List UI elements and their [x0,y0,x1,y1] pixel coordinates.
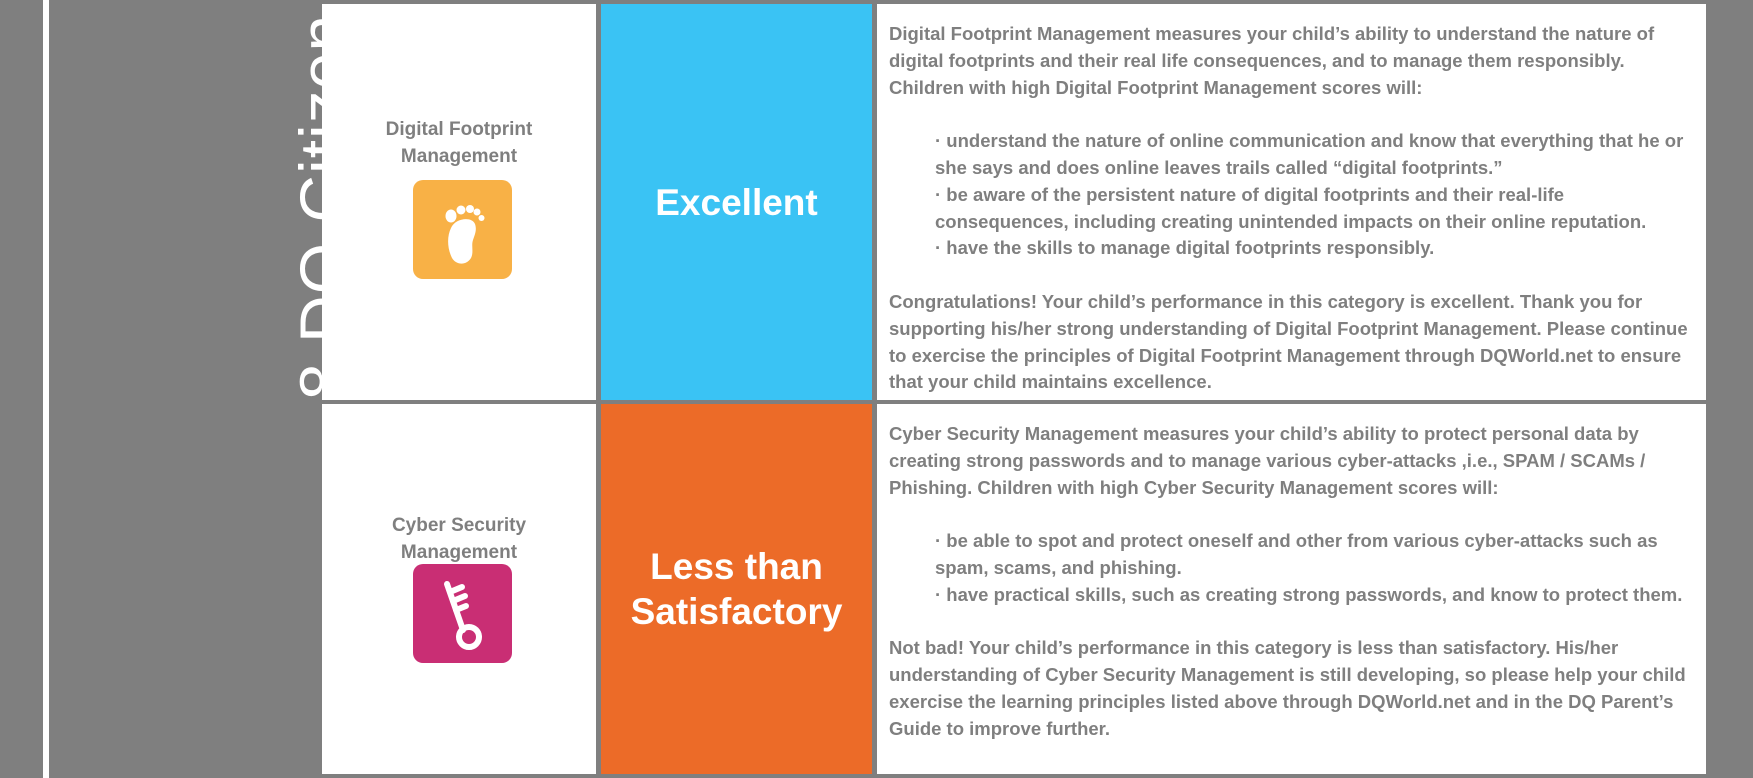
description-intro: Cyber Security Management measures your … [889,423,1646,498]
results-table: Digital Footprint Management Excellent [322,0,1706,778]
table-row: Cyber Security Management Less than [322,404,1706,774]
left-margin [0,0,43,778]
description-text: Cyber Security Management measures your … [889,421,1701,743]
side-panel: 8 DQ Citizen [49,0,322,778]
side-title: 8 DQ Citizen [286,13,322,400]
rating-label-line: Less than [650,546,823,587]
rating-label-line: Excellent [655,181,818,223]
bullet-list: · be able to spot and protect oneself an… [889,528,1701,608]
table-row: Digital Footprint Management Excellent [322,4,1706,400]
category-cell: Cyber Security Management [322,404,596,774]
category-title: Digital Footprint Management [322,116,596,170]
list-item: · have the skills to manage digital foot… [935,237,1435,259]
rating-label: Less than Satisfactory [631,544,843,634]
rating-label-line: Satisfactory [630,591,843,632]
footprint-icon [413,180,512,279]
description-text: Digital Footprint Management measures yo… [889,21,1701,396]
rating-cell-less-than-satisfactory: Less than Satisfactory [601,404,872,774]
description-cell: Cyber Security Management measures your … [877,404,1706,774]
category-title-line: Cyber Security [391,515,527,536]
list-item: · be aware of the persistent nature of d… [935,183,1647,232]
list-item: · be able to spot and protect oneself an… [935,530,1658,578]
description-intro: Digital Footprint Management measures yo… [889,23,1655,98]
rating-cell-excellent: Excellent [601,4,872,400]
list-item: · understand the nature of online commun… [935,130,1684,178]
description-cell: Digital Footprint Management measures yo… [877,4,1706,400]
list-item: · have practical skills, such as creatin… [935,583,1683,605]
bullet-list: · understand the nature of online commun… [889,128,1701,262]
category-cell: Digital Footprint Management [322,4,596,400]
left-divider-line [43,0,49,778]
description-conclusion: Congratulations! Your child’s performanc… [889,290,1688,393]
right-margin [1706,0,1753,778]
category-title-line: Digital Footprint [385,119,533,140]
category-title-line: Management [400,146,518,167]
rating-label: Excellent [655,180,817,225]
category-title: Cyber Security Management [322,512,596,566]
category-title-line: Management [400,542,518,563]
key-icon [413,564,512,663]
description-conclusion: Not bad! Your child’s performance in thi… [889,637,1686,739]
